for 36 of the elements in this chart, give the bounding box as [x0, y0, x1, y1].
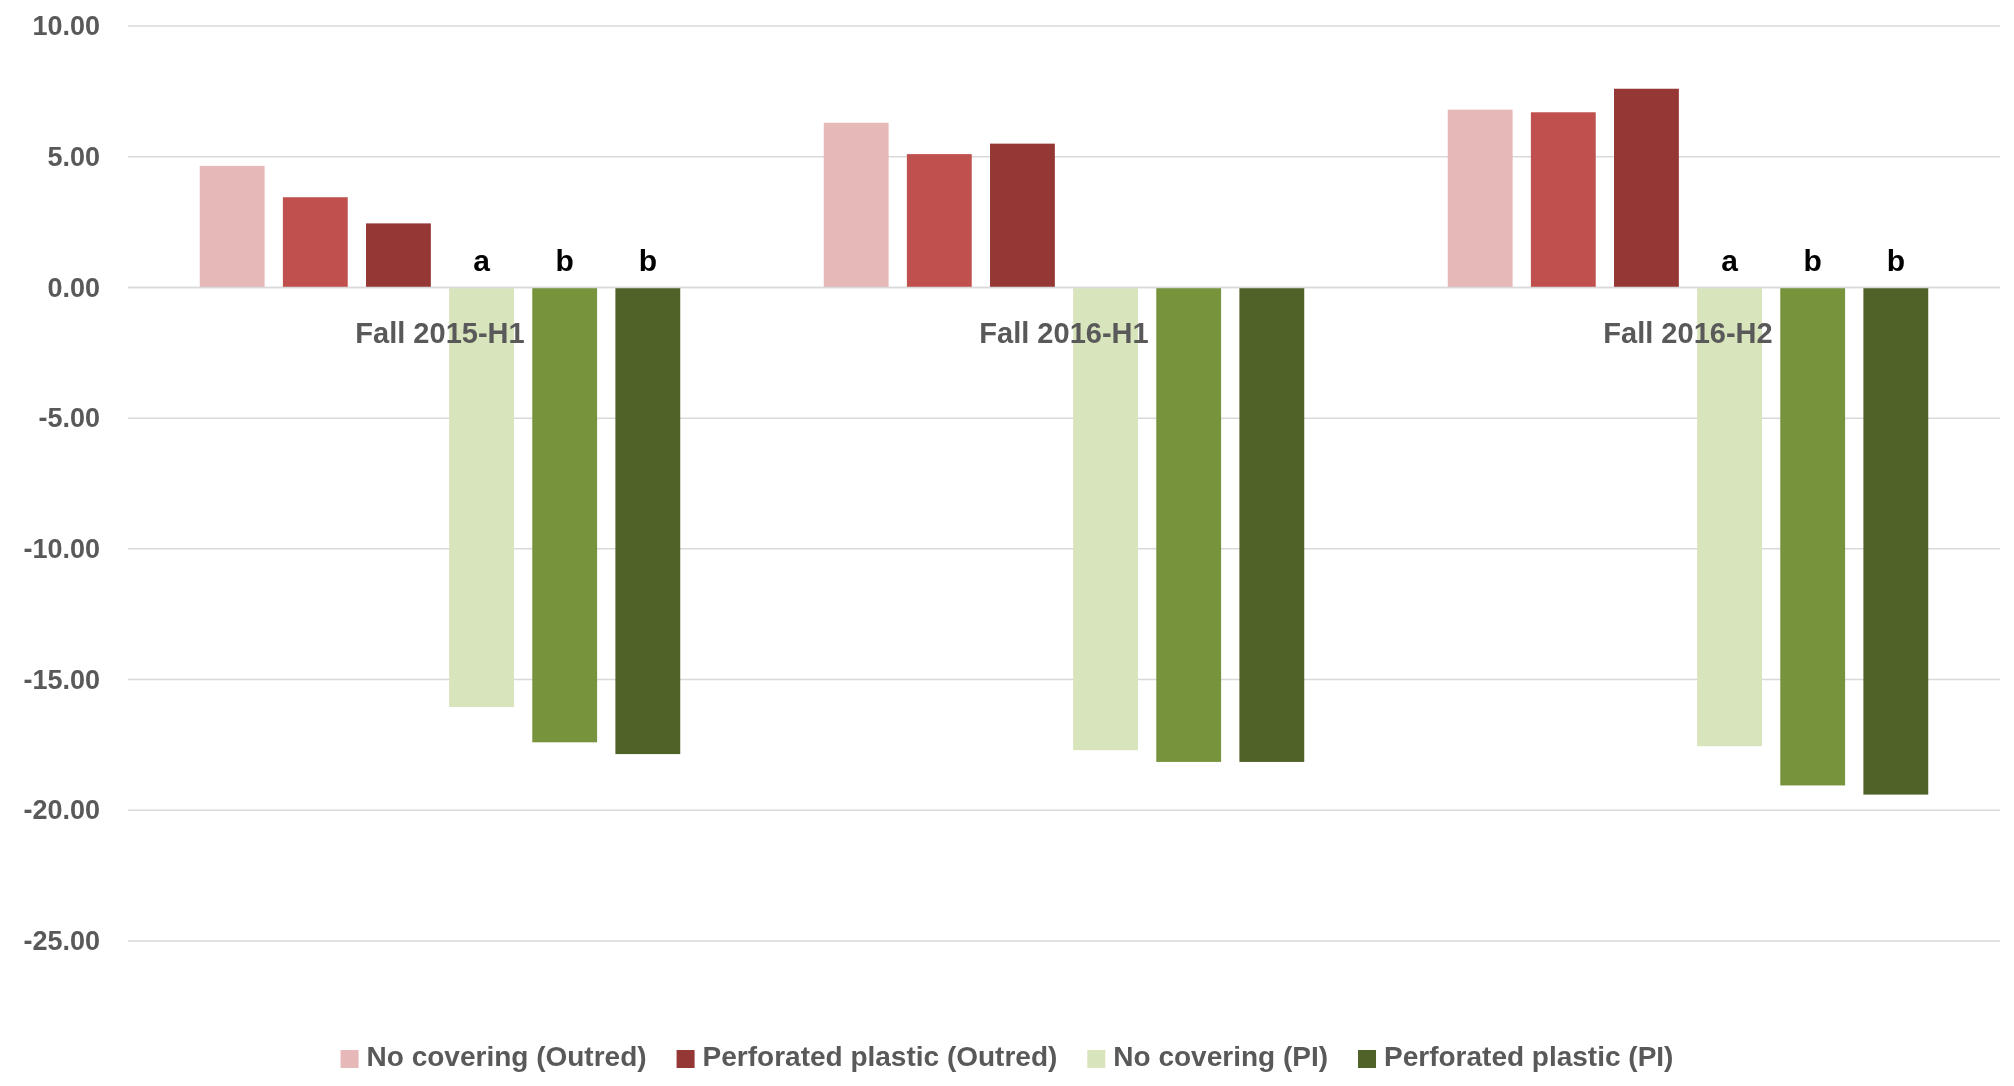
- data-label: b: [638, 244, 657, 278]
- bar: [1780, 287, 1846, 786]
- legend-label: Perforated plastic (PI): [1384, 1041, 1674, 1072]
- bar: [366, 223, 431, 288]
- bar: [282, 197, 348, 288]
- legend-label: No covering (PI): [1113, 1041, 1329, 1072]
- bar: [199, 165, 265, 288]
- data-label: b: [555, 244, 574, 278]
- bar: [906, 154, 972, 288]
- bar: [532, 287, 598, 743]
- x-tick-label: Fall 2016-H1: [979, 317, 1149, 350]
- bar: [1614, 88, 1679, 288]
- y-tick-label: -15.00: [23, 664, 100, 695]
- y-tick-label: 5.00: [47, 141, 100, 172]
- bar: [1156, 287, 1222, 762]
- y-tick-label: -25.00: [23, 926, 100, 957]
- data-label: a: [1721, 244, 1739, 278]
- y-tick-label: 10.00: [32, 11, 100, 42]
- data-label: a: [473, 244, 491, 278]
- x-tick-label: Fall 2015-H1: [355, 317, 525, 350]
- bar: [1447, 109, 1513, 288]
- bar: [990, 143, 1055, 288]
- x-tick-label: Fall 2016-H2: [1603, 317, 1773, 350]
- y-tick-label: 0.00: [47, 272, 100, 303]
- data-label: b: [1886, 244, 1905, 278]
- data-label: b: [1803, 244, 1822, 278]
- bar: [1239, 287, 1305, 762]
- legend-label: Perforated plastic (Outred): [702, 1041, 1058, 1072]
- legend-label: No covering (Outred): [366, 1041, 647, 1072]
- bar: [1863, 287, 1929, 795]
- y-tick-label: -20.00: [23, 795, 100, 826]
- bar: [823, 122, 889, 288]
- bar: [1530, 112, 1596, 288]
- bar: [615, 287, 681, 755]
- y-tick-label: -10.00: [23, 534, 100, 564]
- y-tick-label: -5.00: [38, 403, 100, 434]
